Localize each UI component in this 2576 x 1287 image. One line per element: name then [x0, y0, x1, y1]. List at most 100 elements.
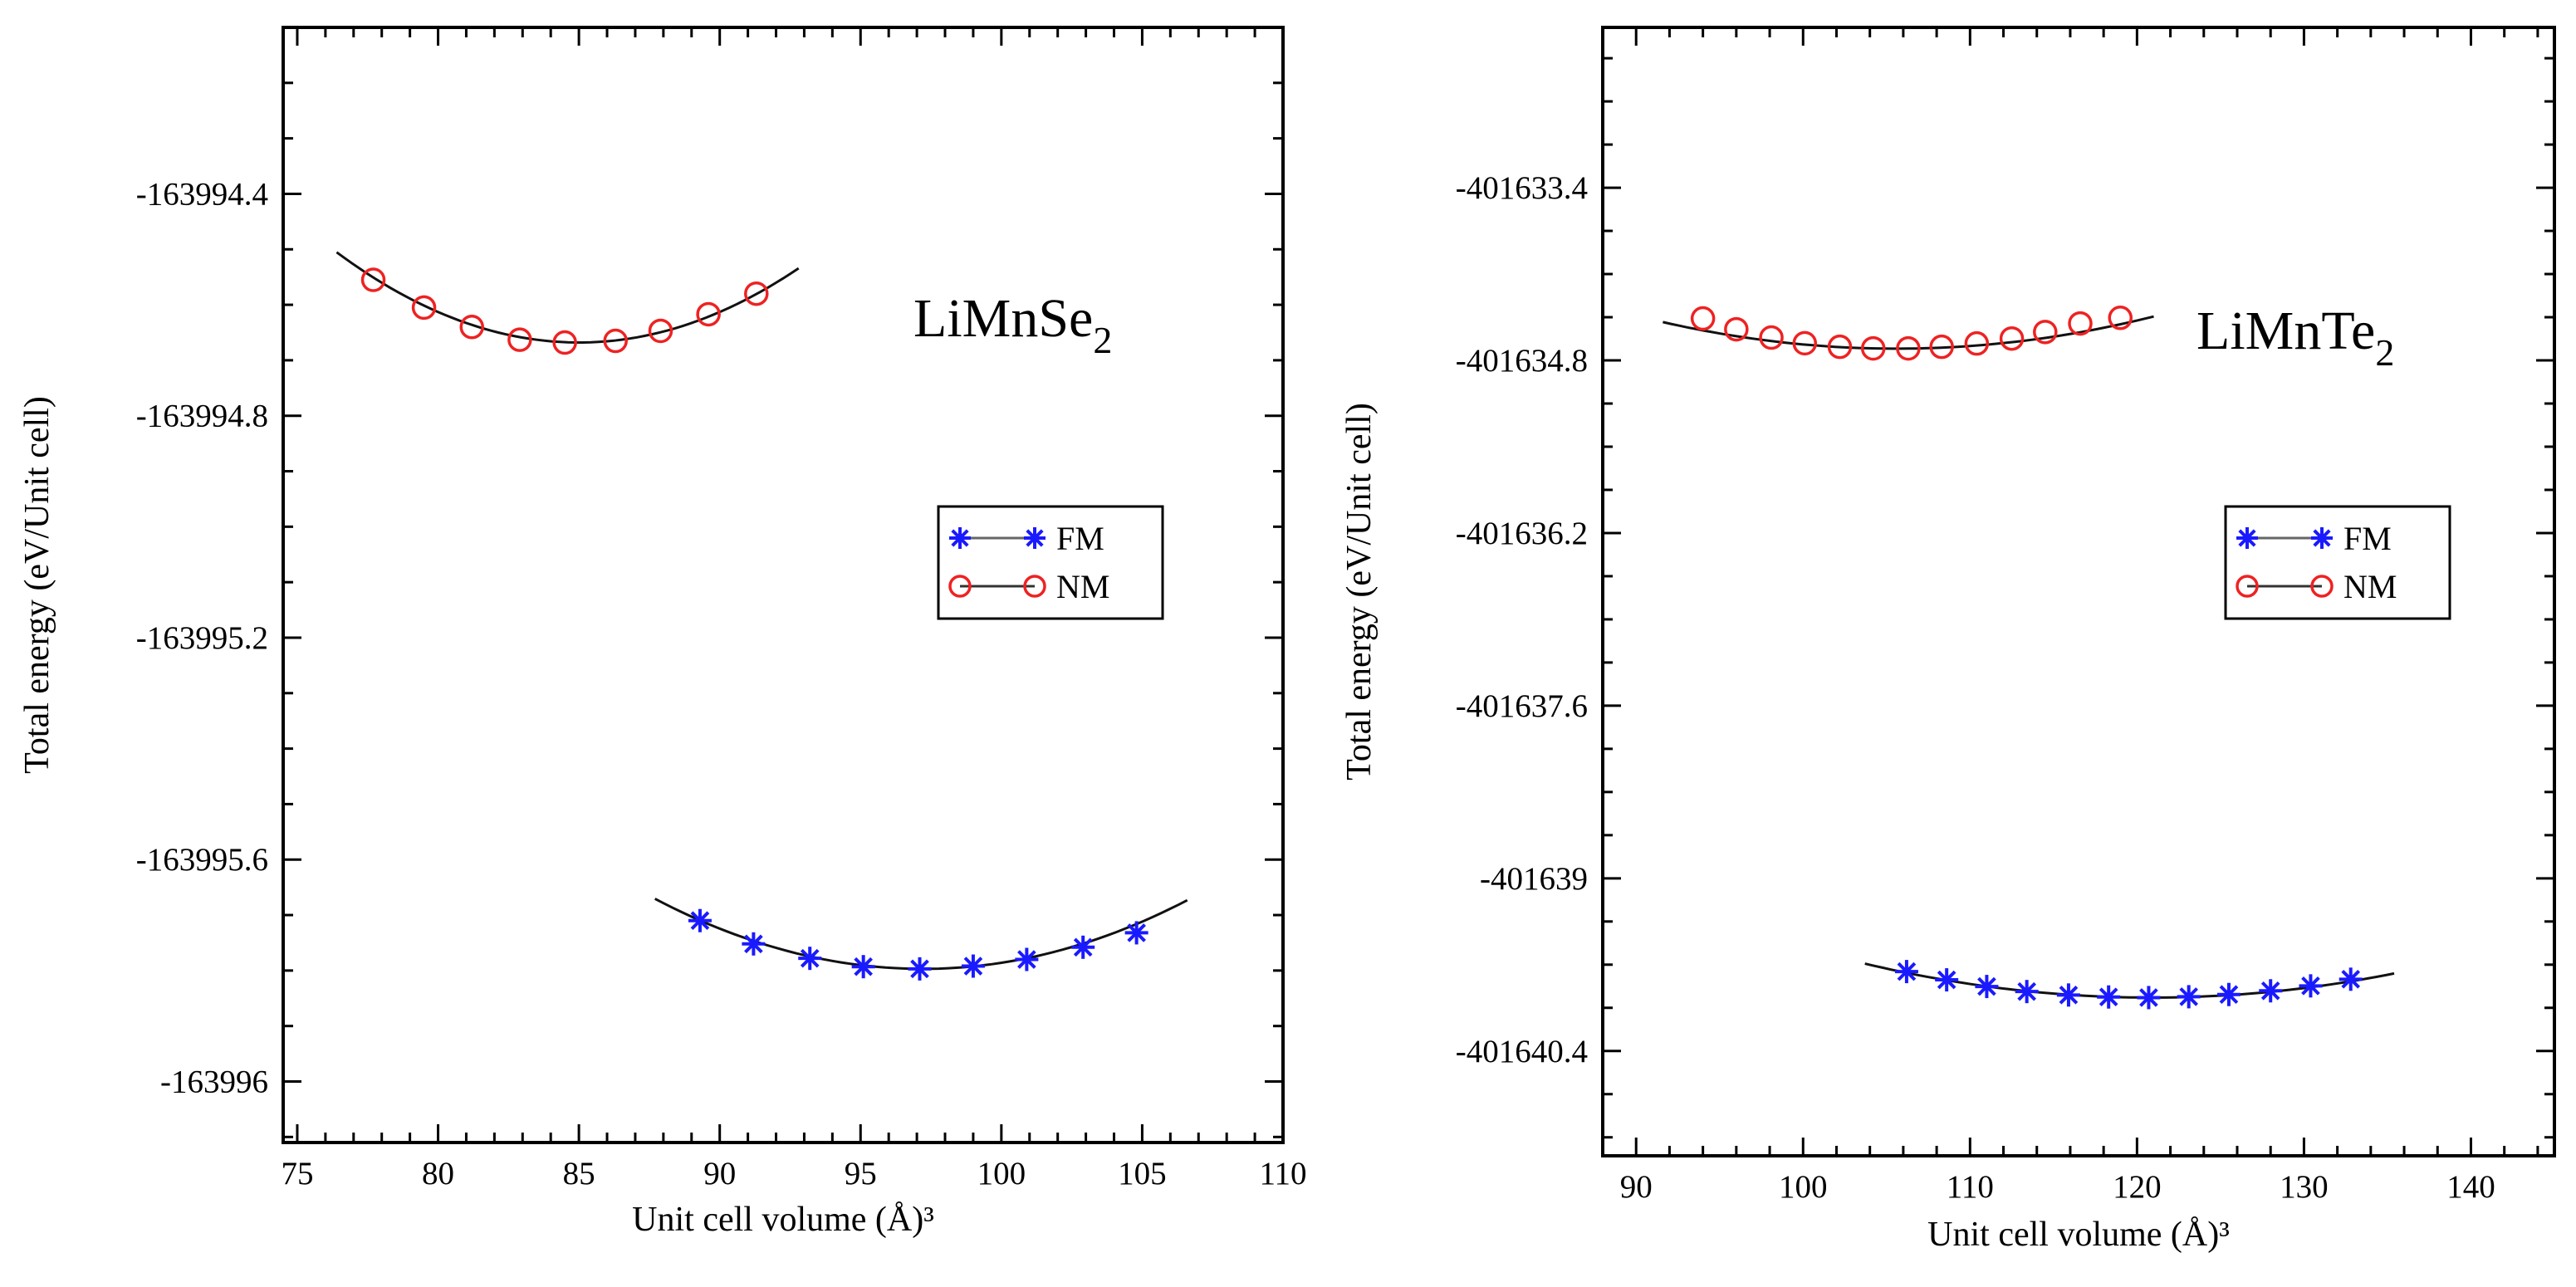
- y-tick-label: -163996: [160, 1064, 268, 1100]
- x-tick-label: 105: [1118, 1156, 1167, 1192]
- fm-data-point: [2056, 983, 2080, 1007]
- legend-label: FM: [1056, 520, 1104, 557]
- fm-data-point-stroke: [690, 911, 710, 931]
- legend-marker: [2236, 575, 2259, 598]
- fm-data-point: [2015, 980, 2039, 1004]
- legend-box: [2224, 505, 2451, 620]
- legend-marker-stroke: [2238, 529, 2256, 547]
- nm-data-point: [603, 328, 628, 354]
- nm-data-point: [648, 318, 673, 344]
- fm-data-point: [1015, 947, 1039, 971]
- limnte2-panel: 90 100 110 120 130 140 -401633.4 -401634.8 -4016…: [1340, 26, 2556, 1254]
- x-tick-label: 100: [1779, 1169, 1828, 1205]
- x-tick-label: 85: [563, 1156, 595, 1192]
- fm-data-point-stroke: [2260, 981, 2280, 1001]
- x-tick-label: 130: [2280, 1169, 2329, 1205]
- fm-data-point-stroke: [1073, 937, 1093, 957]
- y-tick-label: -163994.4: [136, 176, 268, 212]
- nm-data-point: [1827, 334, 1853, 360]
- nm-data-point: [459, 315, 484, 340]
- nm-data-point: [1690, 306, 1716, 331]
- fm-data-point: [1975, 975, 1999, 999]
- legend-marker-stroke: [2313, 529, 2331, 547]
- fm-data-point-stroke: [2099, 987, 2118, 1007]
- series-nm: [1663, 306, 2154, 361]
- fm-data-point: [2097, 985, 2121, 1009]
- legend-marker: [2310, 575, 2334, 598]
- nm-data-point: [696, 301, 721, 327]
- fm-data-point: [798, 947, 822, 971]
- y-tick-label: -401636.2: [1456, 516, 1588, 551]
- nm-fit-curve: [335, 251, 800, 344]
- nm-data-point: [1896, 335, 1921, 361]
- fm-data-point-stroke: [2301, 976, 2320, 996]
- fm-data-point-stroke: [2139, 988, 2158, 1007]
- y-axis-label: Total energy (eV/Unit cell): [1340, 403, 1379, 781]
- legend-label: NM: [2343, 568, 2397, 605]
- fm-data-point: [961, 954, 985, 978]
- fm-data-point: [742, 932, 766, 956]
- series-fm: [1864, 960, 2395, 1010]
- y-tick-label: -163995.2: [136, 620, 268, 656]
- y-tick-label: -401634.8: [1456, 343, 1588, 379]
- fm-data-point-stroke: [1897, 962, 1917, 981]
- fm-data-point-stroke: [1937, 970, 1956, 990]
- y-tick-label: -401633.4: [1456, 170, 1588, 206]
- nm-data-point: [552, 330, 577, 355]
- fm-data-point-stroke: [2341, 969, 2361, 989]
- fm-data-point: [2137, 986, 2161, 1010]
- fm-data-point-stroke: [1017, 950, 1036, 969]
- legend-marker: [2311, 527, 2333, 549]
- nm-fit-curve: [1663, 315, 2154, 350]
- legend-marker: [948, 575, 972, 598]
- plot-frame: [1601, 26, 2556, 1157]
- fm-data-point-stroke: [1977, 976, 1996, 996]
- legend-marker: [1023, 575, 1046, 598]
- y-tick-label: -401637.6: [1456, 688, 1588, 724]
- y-tick-label: -163994.8: [136, 399, 268, 434]
- x-tick-label: 110: [1947, 1169, 1994, 1205]
- x-axis-label: Unit cell volume (Å)³: [1927, 1216, 2230, 1254]
- fm-data-point-stroke: [800, 948, 820, 968]
- legend-marker: [2236, 527, 2258, 549]
- fm-data-point-stroke: [910, 959, 929, 979]
- fm-data-point-stroke: [854, 957, 873, 976]
- fm-data-point: [1894, 960, 1918, 984]
- fm-data-point-stroke: [1127, 923, 1146, 942]
- compound-subscript: 2: [2375, 331, 2394, 374]
- plot-frame: [282, 26, 1285, 1144]
- fm-data-point-stroke: [744, 934, 763, 954]
- nm-data-point: [1759, 325, 1784, 350]
- fm-data-point: [1071, 935, 1095, 959]
- fm-data-point-stroke: [2179, 987, 2199, 1006]
- nm-data-point: [507, 327, 532, 352]
- x-tick-label: 90: [703, 1156, 736, 1192]
- series-nm: [335, 251, 800, 355]
- nm-data-point: [2068, 311, 2093, 336]
- nm-data-point: [1964, 330, 1990, 356]
- compound-subscript: 2: [1093, 319, 1112, 361]
- y-tick-label: -163995.6: [136, 842, 268, 878]
- legend-marker-stroke: [1026, 529, 1044, 547]
- nm-data-point: [2108, 306, 2133, 330]
- fm-data-point: [2338, 967, 2363, 991]
- fm-data-point: [1935, 968, 1959, 992]
- fm-data-point-stroke: [2219, 985, 2239, 1005]
- fm-data-point-stroke: [2017, 981, 2036, 1001]
- fm-data-point: [851, 955, 875, 979]
- fm-data-point: [2216, 982, 2241, 1006]
- nm-data-point: [360, 267, 386, 292]
- y-tick-label: -401640.4: [1456, 1034, 1588, 1069]
- fm-data-point: [688, 908, 712, 932]
- legend: FM NM: [937, 505, 1164, 620]
- compound-name: LiMnSe: [913, 288, 1093, 349]
- x-tick-label: 95: [845, 1156, 877, 1192]
- x-tick-label: 90: [1620, 1169, 1653, 1205]
- fm-data-point: [908, 957, 932, 981]
- legend-label: FM: [2343, 520, 2392, 557]
- y-axis-label: Total energy (eV/Unit cell): [18, 396, 56, 774]
- compound-name: LiMnTe: [2196, 301, 2375, 361]
- fm-data-point: [1124, 921, 1148, 945]
- x-tick-label: 140: [2446, 1169, 2495, 1205]
